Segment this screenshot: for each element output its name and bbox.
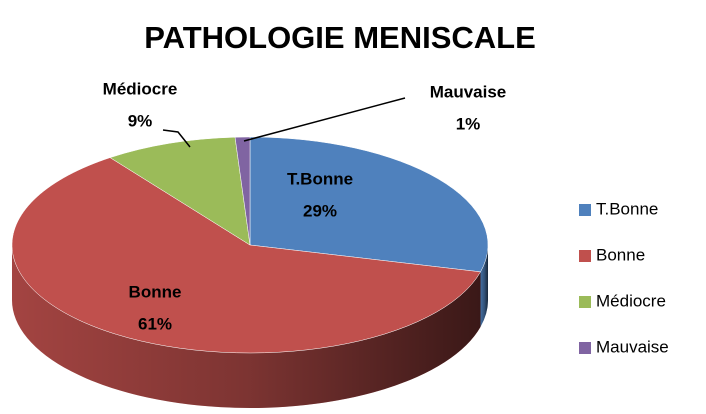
data-label-name: Bonne (129, 282, 182, 301)
data-label-value: 1% (456, 114, 481, 133)
data-label-value: 61% (138, 314, 172, 333)
slice-side-shade (12, 245, 481, 409)
legend-label: T.Bonne (596, 199, 658, 218)
legend-swatch (579, 204, 591, 216)
slice-side-shade (480, 245, 488, 327)
legend-label: Bonne (596, 245, 645, 264)
data-label-name: T.Bonne (287, 169, 353, 188)
leader-line (243, 97, 406, 142)
legend-swatch (579, 296, 591, 308)
chart-title: PATHOLOGIE MENISCALE (144, 20, 536, 55)
data-label-name: Mauvaise (430, 82, 507, 101)
data-label-name: Médiocre (103, 79, 178, 98)
slice (11, 157, 481, 354)
slice (234, 136, 251, 246)
slice (109, 136, 251, 246)
legend-label: Mauvaise (596, 337, 669, 356)
legend-swatch (579, 342, 591, 354)
leader-line (162, 129, 191, 148)
slice (249, 136, 489, 273)
data-label-value: 29% (303, 201, 337, 220)
legend-swatch (579, 250, 591, 262)
legend-label: Médiocre (596, 291, 666, 310)
data-label-value: 9% (128, 111, 153, 130)
